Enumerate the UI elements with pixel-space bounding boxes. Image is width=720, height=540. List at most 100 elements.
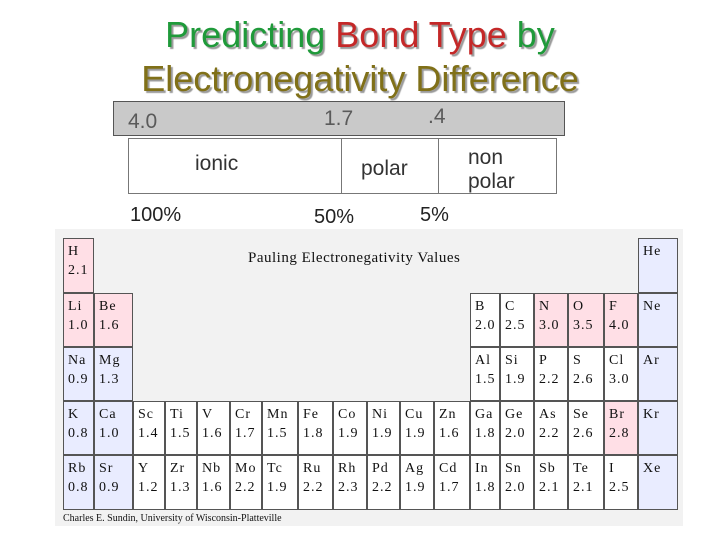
element-cell-zr: Zr 1.3 [165, 455, 197, 510]
periodic-table-title: Pauling Electronegativity Values [248, 250, 461, 266]
element-cell-br: Br 2.8 [604, 401, 638, 455]
element-cell-sc: Sc 1.4 [133, 401, 165, 455]
element-symbol: F [609, 299, 618, 314]
element-symbol: Se [573, 407, 589, 422]
slide-title-line1: Predicting Bond Type by [0, 15, 720, 55]
title-word-by: by [516, 14, 555, 55]
element-electronegativity: 1.8 [303, 426, 324, 441]
element-symbol: Te [573, 461, 589, 476]
element-cell-ti: Ti 1.5 [165, 401, 197, 455]
element-symbol: Ne [643, 299, 662, 314]
element-cell-xe: Xe [638, 455, 678, 510]
element-electronegativity: 3.5 [573, 318, 594, 333]
element-cell-ga: Ga 1.8 [470, 401, 500, 455]
element-electronegativity: 1.0 [68, 318, 89, 333]
element-cell-co: Co 1.9 [333, 401, 367, 455]
element-electronegativity: 2.5 [505, 318, 526, 333]
element-symbol: H [68, 244, 80, 259]
element-cell-sn: Sn 2.0 [500, 455, 534, 510]
element-electronegativity: 2.2 [372, 480, 393, 495]
element-cell-li: Li 1.0 [63, 293, 94, 347]
element-cell-he: He [638, 238, 678, 293]
element-electronegativity: 2.6 [573, 372, 594, 387]
element-electronegativity: 3.0 [609, 372, 630, 387]
element-electronegativity: 2.2 [235, 480, 256, 495]
element-symbol: Cd [439, 461, 458, 476]
element-cell-mn: Mn 1.5 [262, 401, 298, 455]
element-symbol: Kr [643, 407, 660, 422]
element-cell-mo: Mo 2.2 [230, 455, 262, 510]
element-symbol: P [539, 353, 548, 368]
percent-ionic: 100% [130, 204, 182, 226]
element-cell-y: Y 1.2 [133, 455, 165, 510]
element-cell-k: K 0.8 [63, 401, 94, 455]
element-cell-nb: Nb 1.6 [197, 455, 230, 510]
element-cell-v: V 1.6 [197, 401, 230, 455]
scale-value-right: .4 [428, 105, 446, 128]
element-electronegativity: 1.6 [202, 480, 223, 495]
element-symbol: I [609, 461, 615, 476]
element-cell-h: H 2.1 [63, 238, 94, 293]
element-symbol: As [539, 407, 557, 422]
element-electronegativity: 1.7 [235, 426, 256, 441]
element-symbol: Ga [475, 407, 494, 422]
element-cell-rb: Rb 0.8 [63, 455, 94, 510]
element-symbol: Sc [138, 407, 154, 422]
element-electronegativity: 2.1 [539, 480, 560, 495]
element-cell-si: Si 1.9 [500, 347, 534, 401]
title-word-bond-type: Bond Type [335, 14, 507, 55]
bond-divider-2 [438, 139, 439, 193]
element-symbol: Zn [439, 407, 457, 422]
element-symbol: In [475, 461, 489, 476]
element-cell-f: F 4.0 [604, 293, 638, 347]
element-cell-cd: Cd 1.7 [434, 455, 470, 510]
element-electronegativity: 1.9 [405, 426, 426, 441]
element-symbol: Mo [235, 461, 257, 476]
element-cell-ne: Ne [638, 293, 678, 347]
element-symbol: Li [68, 299, 83, 314]
element-electronegativity: 3.0 [539, 318, 560, 333]
element-symbol: Br [609, 407, 625, 422]
element-cell-sr: Sr 0.9 [94, 455, 133, 510]
element-electronegativity: 4.0 [609, 318, 630, 333]
element-symbol: Ru [303, 461, 322, 476]
element-symbol: Fe [303, 407, 319, 422]
element-cell-te: Te 2.1 [568, 455, 604, 510]
bond-label-nonpolar-1: non [468, 146, 504, 169]
element-electronegativity: 1.5 [475, 372, 496, 387]
element-cell-ca: Ca 1.0 [94, 401, 133, 455]
element-electronegativity: 2.2 [303, 480, 324, 495]
element-electronegativity: 2.3 [338, 480, 359, 495]
element-cell-rh: Rh 2.3 [333, 455, 367, 510]
element-electronegativity: 2.0 [505, 426, 526, 441]
element-electronegativity: 1.6 [99, 318, 120, 333]
element-symbol: Ti [170, 407, 184, 422]
element-cell-cr: Cr 1.7 [230, 401, 262, 455]
element-cell-s: S 2.6 [568, 347, 604, 401]
element-symbol: Pd [372, 461, 389, 476]
element-electronegativity: 1.3 [170, 480, 191, 495]
element-symbol: Mn [267, 407, 289, 422]
element-electronegativity: 2.6 [573, 426, 594, 441]
element-symbol: C [505, 299, 516, 314]
element-electronegativity: 0.8 [68, 426, 89, 441]
electronegativity-scale-bar [113, 101, 565, 136]
element-cell-sb: Sb 2.1 [534, 455, 568, 510]
element-symbol: Be [99, 299, 117, 314]
element-symbol: Sr [99, 461, 114, 476]
element-symbol: K [68, 407, 80, 422]
element-symbol: B [475, 299, 486, 314]
element-electronegativity: 1.9 [505, 372, 526, 387]
element-cell-al: Al 1.5 [470, 347, 500, 401]
element-cell-cu: Cu 1.9 [400, 401, 434, 455]
element-cell-cl: Cl 3.0 [604, 347, 638, 401]
percent-nonpolar: 5% [420, 204, 449, 226]
element-electronegativity: 2.1 [573, 480, 594, 495]
element-electronegativity: 2.1 [68, 263, 89, 278]
element-cell-ar: Ar [638, 347, 678, 401]
element-symbol: Na [68, 353, 87, 368]
element-symbol: He [643, 244, 662, 259]
element-electronegativity: 1.4 [138, 426, 159, 441]
element-cell-fe: Fe 1.8 [298, 401, 333, 455]
element-electronegativity: 1.0 [99, 426, 120, 441]
